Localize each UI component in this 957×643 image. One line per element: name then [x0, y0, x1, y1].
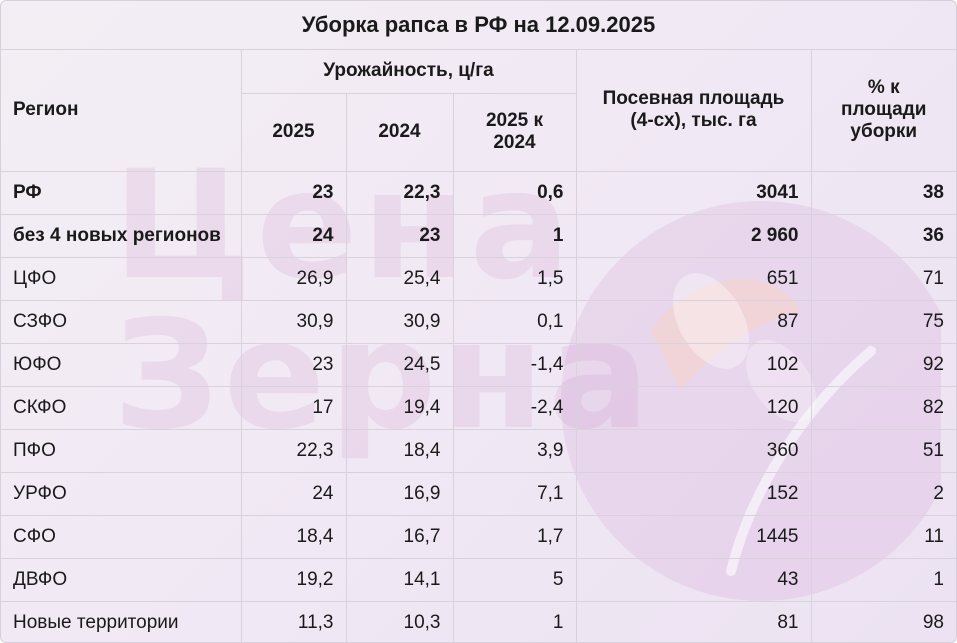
cell-yield-2024: 18,4 — [345, 428, 454, 473]
cell-pct: 75 — [810, 299, 956, 344]
cell-yield-2025: 17 — [240, 385, 347, 430]
cell-yield-2025: 26,9 — [240, 256, 347, 301]
cell-yield-2025: 22,3 — [240, 428, 347, 473]
table-row: УРФО 24 16,9 7,1 152 2 — [1, 471, 956, 516]
cell-pct: 71 — [810, 256, 956, 301]
cell-yield-2024: 22,3 — [345, 170, 454, 215]
cell-yield-2024: 16,9 — [345, 471, 454, 516]
cell-region: УРФО — [1, 471, 242, 516]
cell-region: без 4 новых регионов — [1, 213, 242, 258]
cell-pct: 92 — [810, 342, 956, 387]
cell-yield-diff: 1,5 — [452, 256, 577, 301]
cell-region: ДВФО — [1, 557, 242, 602]
cell-yield-2025: 23 — [240, 170, 347, 215]
cell-yield-2024: 16,7 — [345, 514, 454, 559]
cell-yield-diff: 1 — [452, 213, 577, 258]
cell-yield-2024: 19,4 — [345, 385, 454, 430]
cell-yield-diff: 5 — [452, 557, 577, 602]
cell-area: 3041 — [575, 170, 812, 215]
cell-yield-2024: 30,9 — [345, 299, 454, 344]
cell-yield-2024: 25,4 — [345, 256, 454, 301]
cell-yield-2025: 30,9 — [240, 299, 347, 344]
cell-yield-2025: 23 — [240, 342, 347, 387]
table-row: ДВФО 19,2 14,1 5 43 1 — [1, 557, 956, 602]
cell-area: 81 — [575, 600, 812, 642]
header-area: Посевная площадь (4-сх), тыс. га — [575, 48, 812, 172]
cell-area: 1445 — [575, 514, 812, 559]
cell-region: ЦФО — [1, 256, 242, 301]
cell-yield-2025: 24 — [240, 471, 347, 516]
cell-region: СКФО — [1, 385, 242, 430]
header-diff: 2025 к 2024 — [452, 92, 576, 172]
cell-yield-2024: 24,5 — [345, 342, 454, 387]
cell-yield-diff: -2,4 — [452, 385, 577, 430]
table-row: ЦФО 26,9 25,4 1,5 651 71 — [1, 256, 956, 301]
cell-pct: 2 — [810, 471, 956, 516]
cell-yield-2025: 24 — [240, 213, 347, 258]
cell-region: Новые территории — [1, 600, 242, 642]
cell-pct: 38 — [810, 170, 956, 215]
cell-area: 102 — [575, 342, 812, 387]
cell-pct: 36 — [810, 213, 956, 258]
table-row: СКФО 17 19,4 -2,4 120 82 — [1, 385, 956, 430]
cell-region: ЮФО — [1, 342, 242, 387]
table-row: СФО 18,4 16,7 1,7 1445 11 — [1, 514, 956, 559]
cell-region: ПФО — [1, 428, 242, 473]
cell-pct: 1 — [810, 557, 956, 602]
cell-pct: 82 — [810, 385, 956, 430]
cell-yield-diff: 3,9 — [452, 428, 577, 473]
header-region: Регион — [1, 48, 242, 172]
cell-yield-2024: 10,3 — [345, 600, 454, 642]
cell-yield-diff: 0,1 — [452, 299, 577, 344]
cell-yield-2024: 23 — [345, 213, 454, 258]
cell-area: 2 960 — [575, 213, 812, 258]
cell-area: 87 — [575, 299, 812, 344]
table-row: ЮФО 23 24,5 -1,4 102 92 — [1, 342, 956, 387]
table-row: ПФО 22,3 18,4 3,9 360 51 — [1, 428, 956, 473]
cell-yield-2024: 14,1 — [345, 557, 454, 602]
cell-yield-diff: -1,4 — [452, 342, 577, 387]
cell-region: РФ — [1, 170, 242, 215]
header-pct: % к площади уборки — [810, 48, 956, 172]
cell-pct: 51 — [810, 428, 956, 473]
header-2024: 2024 — [345, 92, 454, 172]
table-row: СЗФО 30,9 30,9 0,1 87 75 — [1, 299, 956, 344]
cell-pct: 98 — [810, 600, 956, 642]
cell-region: СЗФО — [1, 299, 242, 344]
cell-area: 43 — [575, 557, 812, 602]
cell-area: 651 — [575, 256, 812, 301]
cell-yield-diff: 0,6 — [452, 170, 577, 215]
cell-yield-diff: 1,7 — [452, 514, 577, 559]
cell-yield-diff: 1 — [452, 600, 577, 642]
cell-area: 360 — [575, 428, 812, 473]
cell-region: СФО — [1, 514, 242, 559]
header-yield-group: Урожайность, ц/га — [240, 48, 577, 94]
table-row: РФ 23 22,3 0,6 3041 38 — [1, 170, 956, 215]
header-2025: 2025 — [241, 92, 347, 172]
page-title: Уборка рапса в РФ на 12.09.2025 — [1, 1, 956, 50]
table-row: без 4 новых регионов 24 23 1 2 960 36 — [1, 213, 956, 258]
cell-yield-diff: 7,1 — [452, 471, 577, 516]
cell-pct: 11 — [810, 514, 956, 559]
cell-yield-2025: 11,3 — [240, 600, 347, 642]
cell-yield-2025: 18,4 — [240, 514, 347, 559]
table-row: Новые территории 11,3 10,3 1 81 98 — [1, 600, 956, 642]
cell-area: 120 — [575, 385, 812, 430]
cell-area: 152 — [575, 471, 812, 516]
cell-yield-2025: 19,2 — [240, 557, 347, 602]
